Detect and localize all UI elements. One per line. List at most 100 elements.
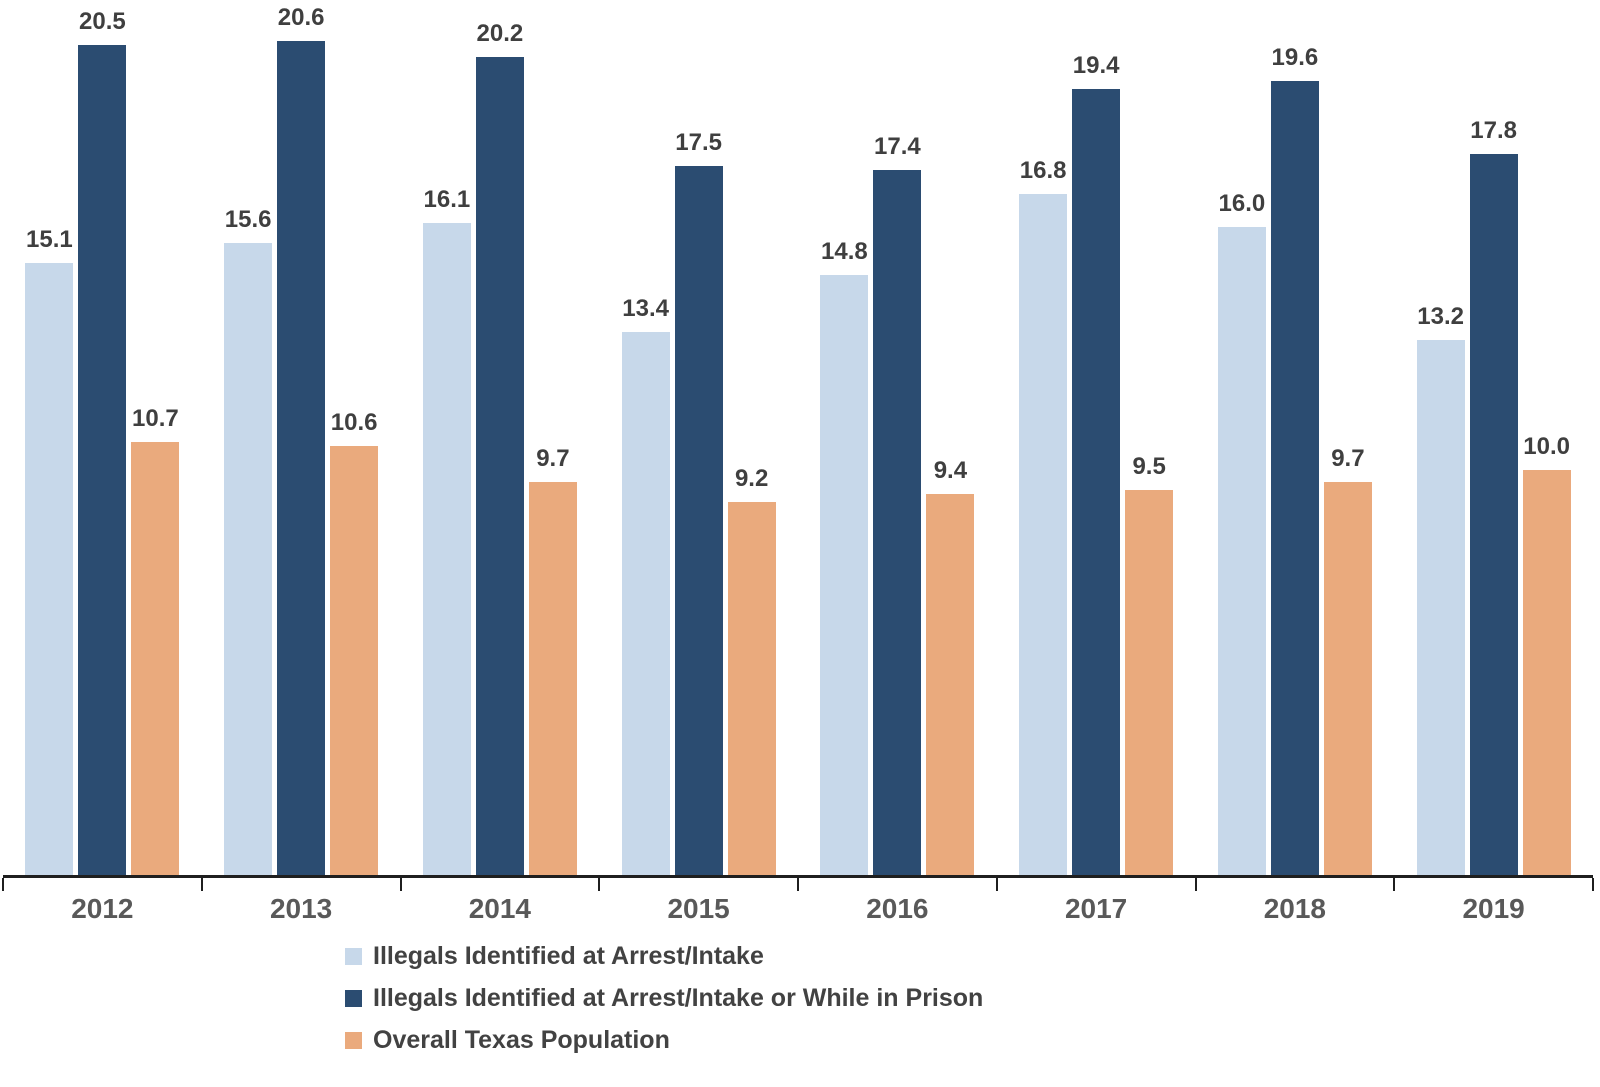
x-axis-label-2013: 2013 [269,893,333,924]
x-axis-label-2017: 2017 [1064,893,1128,924]
bar-value-label: 9.4 [933,457,968,484]
bar-value-label: 9.2 [734,465,769,492]
bar-value-label: 15.6 [224,206,272,233]
bar-group-2017: 16.8 19.4 9.5 [997,0,1196,875]
bar-wrap: 19.6 [1270,44,1319,875]
x-axis-tick [399,878,402,891]
bar-value-label: 14.8 [821,238,868,265]
bar-series1-2014 [422,223,471,875]
bar-value-label: 13.2 [1417,303,1464,330]
bar-value-label: 20.2 [476,20,524,47]
bar-value-label: 10.6 [330,409,378,436]
bar-value-label: 19.4 [1072,52,1120,79]
bar-series3-2015 [727,502,776,875]
x-axis-tick [200,878,203,891]
bar-value-label: 10.0 [1523,433,1570,460]
bar-wrap: 9.2 [727,465,776,875]
bar-wrap: 20.6 [277,4,326,875]
bar-group-2013: 15.6 20.6 10.6 [202,0,401,875]
bar-wrap: 16.8 [1019,157,1068,875]
bar-wrap: 15.1 [25,226,74,875]
bar-wrap: 15.6 [224,206,273,875]
bar-series3-2017 [1125,490,1174,875]
bar-series1-2017 [1019,194,1068,875]
bar-wrap: 17.4 [873,133,922,875]
x-axis-tick [1592,878,1594,891]
bar-wrap: 10.0 [1522,433,1571,875]
x-axis-label-2018: 2018 [1263,893,1327,924]
bar-value-label: 16.1 [423,186,471,213]
bar-value-label: 15.1 [26,226,73,253]
bar-value-label: 16.0 [1218,190,1266,217]
bar-wrap: 16.1 [422,186,471,875]
bar-series1-2015 [621,332,670,875]
bar-series2-2017 [1072,89,1121,875]
bar-value-label: 10.7 [132,405,179,432]
bar-series2-2012 [78,45,127,875]
legend-item-1: Illegals Identified at Arrest/Intake [345,942,983,971]
x-axis-tick [1393,878,1396,891]
x-axis-tick [2,878,4,891]
bar-value-label: 19.6 [1271,44,1319,71]
bar-value-label: 16.8 [1019,157,1067,184]
bar-wrap: 9.5 [1125,453,1174,875]
legend-item-2: Illegals Identified at Arrest/Intake or … [345,984,983,1013]
bar-group-2016: 14.8 17.4 9.4 [798,0,997,875]
bar-series2-2019 [1469,154,1518,875]
x-axis-tick [598,878,601,891]
bar-series3-2013 [330,446,379,875]
bar-series2-2015 [674,166,723,875]
bar-wrap: 9.4 [926,457,975,875]
legend-swatch-icon [345,948,362,965]
bar-wrap: 13.2 [1416,303,1465,875]
bar-value-label: 20.5 [79,8,126,35]
bar-value-label: 17.8 [1470,117,1517,144]
bar-wrap: 10.7 [131,405,180,875]
legend-label: Overall Texas Population [373,1026,670,1054]
bar-series1-2016 [820,275,869,875]
bar-value-label: 13.4 [622,295,669,322]
bar-wrap: 9.7 [528,445,577,875]
legend-swatch-icon [345,990,362,1007]
bar-wrap: 17.8 [1469,117,1518,875]
x-axis-label-2019: 2019 [1462,893,1525,924]
bar-series1-2019 [1416,340,1465,875]
legend-swatch-icon [345,1032,362,1049]
bar-wrap: 20.5 [78,8,127,875]
bar-wrap: 20.2 [475,20,524,875]
bar-groups-container: 15.1 20.5 10.7 15.6 20.6 10.6 16.1 20.2 9.7 13.4 1… [3,0,1593,875]
bar-wrap: 14.8 [820,238,869,875]
bar-series2-2018 [1270,81,1319,875]
legend-label: Illegals Identified at Arrest/Intake [373,942,764,970]
bar-series1-2018 [1217,227,1266,875]
bar-value-label: 9.7 [536,445,570,472]
bar-series3-2016 [926,494,975,875]
bar-series2-2016 [873,170,922,875]
x-axis-tick [995,878,998,891]
bar-value-label: 20.6 [277,4,325,31]
x-axis-label-2016: 2016 [866,893,929,924]
bar-wrap: 13.4 [621,295,670,875]
bar-series1-2012 [25,263,74,875]
plot-area: 15.1 20.5 10.7 15.6 20.6 10.6 16.1 20.2 9.7 13.4 1… [2,0,1594,891]
bar-series3-2018 [1323,482,1372,875]
bar-series3-2012 [131,442,180,875]
bar-group-2019: 13.2 17.8 10.0 [1394,0,1593,875]
bar-wrap: 9.7 [1323,445,1372,875]
bar-value-label: 9.7 [1331,445,1365,472]
bar-value-label: 17.4 [874,133,921,160]
bar-wrap: 19.4 [1072,52,1121,875]
bar-series3-2014 [528,482,577,875]
x-axis-tick [797,878,799,891]
bar-series3-2019 [1522,470,1571,875]
bar-series2-2013 [277,41,326,875]
x-axis-label-2012: 2012 [71,893,134,924]
bar-group-2018: 16.0 19.6 9.7 [1196,0,1395,875]
legend-item-3: Overall Texas Population [345,1026,983,1055]
bar-wrap: 10.6 [330,409,379,875]
bar-group-2014: 16.1 20.2 9.7 [401,0,600,875]
legend-label: Illegals Identified at Arrest/Intake or … [373,984,984,1012]
bar-group-2012: 15.1 20.5 10.7 [3,0,202,875]
bar-wrap: 17.5 [674,129,723,875]
